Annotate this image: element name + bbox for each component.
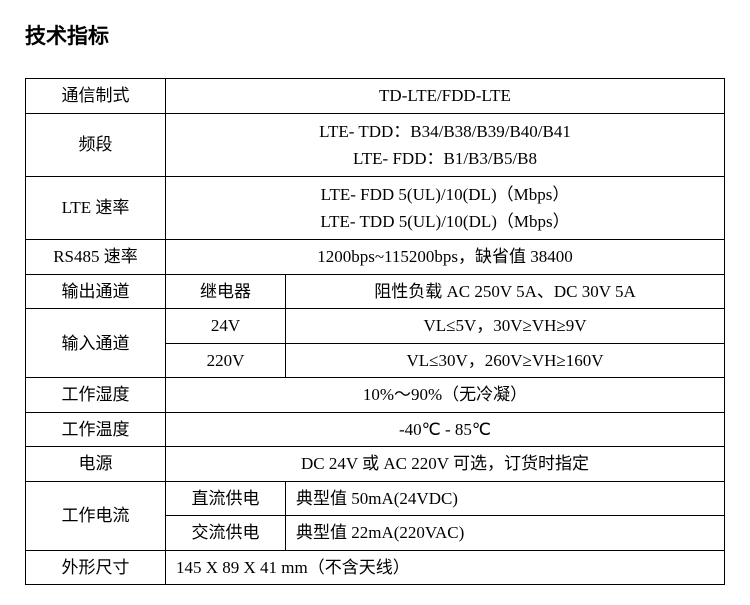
row-label: 频段 bbox=[26, 113, 166, 176]
row-value: VL≤5V，30V≥VH≥9V bbox=[286, 309, 725, 344]
row-label: 电源 bbox=[26, 447, 166, 482]
row-value: 10%～90%（无冷凝） bbox=[166, 378, 725, 413]
table-row: 输入通道 24V VL≤5V，30V≥VH≥9V bbox=[26, 309, 725, 344]
row-label: 工作湿度 bbox=[26, 378, 166, 413]
row-sublabel: 24V bbox=[166, 309, 286, 344]
table-row: RS485 速率 1200bps~115200bps，缺省值 38400 bbox=[26, 240, 725, 275]
row-value: DC 24V 或 AC 220V 可选，订货时指定 bbox=[166, 447, 725, 482]
row-value: 典型值 50mA(24VDC) bbox=[286, 481, 725, 516]
row-sublabel: 继电器 bbox=[166, 274, 286, 309]
row-value: LTE- FDD 5(UL)/10(DL)（Mbps） LTE- TDD 5(U… bbox=[166, 176, 725, 239]
row-label: 工作电流 bbox=[26, 481, 166, 550]
table-row: 输出通道 继电器 阻性负载 AC 250V 5A、DC 30V 5A bbox=[26, 274, 725, 309]
row-label: 输出通道 bbox=[26, 274, 166, 309]
table-row: 工作温度 -40℃ - 85℃ bbox=[26, 412, 725, 447]
table-row: 通信制式 TD-LTE/FDD-LTE bbox=[26, 79, 725, 114]
table-row: 工作湿度 10%～90%（无冷凝） bbox=[26, 378, 725, 413]
table-row: 工作电流 直流供电 典型值 50mA(24VDC) bbox=[26, 481, 725, 516]
row-value-line: LTE- FDD：B1/B3/B5/B8 bbox=[353, 149, 537, 168]
row-label: 外形尺寸 bbox=[26, 550, 166, 585]
row-value: 典型值 22mA(220VAC) bbox=[286, 516, 725, 551]
row-sublabel: 220V bbox=[166, 343, 286, 378]
spec-table: 通信制式 TD-LTE/FDD-LTE 频段 LTE- TDD：B34/B38/… bbox=[25, 78, 725, 585]
row-value: VL≤30V，260V≥VH≥160V bbox=[286, 343, 725, 378]
row-value: LTE- TDD：B34/B38/B39/B40/B41 LTE- FDD：B1… bbox=[166, 113, 725, 176]
row-label: RS485 速率 bbox=[26, 240, 166, 275]
row-value: -40℃ - 85℃ bbox=[166, 412, 725, 447]
row-label: LTE 速率 bbox=[26, 176, 166, 239]
row-value: TD-LTE/FDD-LTE bbox=[166, 79, 725, 114]
row-value-line: LTE- TDD：B34/B38/B39/B40/B41 bbox=[319, 122, 571, 141]
row-sublabel: 交流供电 bbox=[166, 516, 286, 551]
table-row: 电源 DC 24V 或 AC 220V 可选，订货时指定 bbox=[26, 447, 725, 482]
page-title: 技术指标 bbox=[25, 20, 725, 50]
row-value: 145 X 89 X 41 mm（不含天线） bbox=[166, 550, 725, 585]
row-label: 输入通道 bbox=[26, 309, 166, 378]
row-label: 工作温度 bbox=[26, 412, 166, 447]
row-sublabel: 直流供电 bbox=[166, 481, 286, 516]
row-label: 通信制式 bbox=[26, 79, 166, 114]
table-row: LTE 速率 LTE- FDD 5(UL)/10(DL)（Mbps） LTE- … bbox=[26, 176, 725, 239]
row-value-line: LTE- TDD 5(UL)/10(DL)（Mbps） bbox=[320, 212, 569, 231]
row-value: 阻性负载 AC 250V 5A、DC 30V 5A bbox=[286, 274, 725, 309]
row-value: 1200bps~115200bps，缺省值 38400 bbox=[166, 240, 725, 275]
table-row: 外形尺寸 145 X 89 X 41 mm（不含天线） bbox=[26, 550, 725, 585]
table-row: 频段 LTE- TDD：B34/B38/B39/B40/B41 LTE- FDD… bbox=[26, 113, 725, 176]
row-value-line: LTE- FDD 5(UL)/10(DL)（Mbps） bbox=[321, 185, 570, 204]
